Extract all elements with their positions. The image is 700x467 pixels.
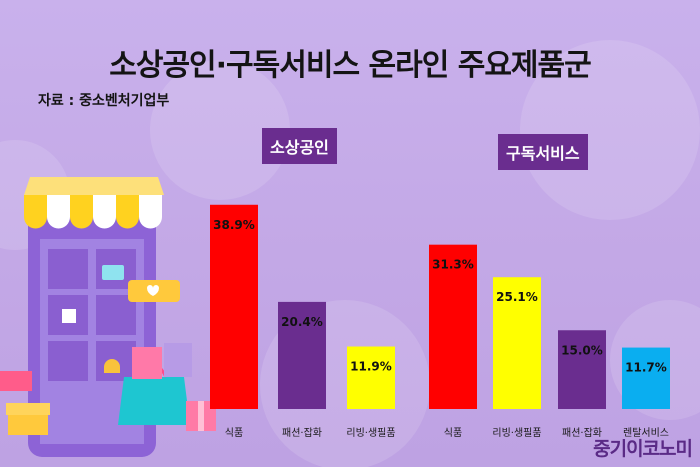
small-business-bar-2 xyxy=(278,301,326,409)
background-bubble xyxy=(520,40,700,220)
small-business-bar-1 xyxy=(210,204,258,409)
chart-title-small-business: 소상공인 xyxy=(262,128,337,164)
subscription-value-label-4: 11.7% xyxy=(625,361,667,375)
shopping-bag-icon xyxy=(118,377,190,425)
subscription-bar-2 xyxy=(493,277,541,409)
small-business-category-label-3: 리빙·생필품 xyxy=(346,427,395,439)
subscription-bar-1 xyxy=(429,244,477,409)
awning-shape xyxy=(24,177,164,229)
chart-title-subscription: 구독서비스 xyxy=(498,134,588,170)
brand-logo: 중기이코노미 xyxy=(593,438,693,460)
heart-icon xyxy=(147,285,159,296)
subscription-category-label-2: 리빙·생필품 xyxy=(492,427,541,439)
subscription-category-label-4: 렌탈서비스 xyxy=(623,426,669,439)
subscription-value-label-3: 15.0% xyxy=(561,343,603,357)
small-business-category-label-1: 식품 xyxy=(225,427,243,439)
page-title: 소상공인·구독서비스 온라인 주요제품군 xyxy=(109,48,592,83)
subscription-category-label-3: 패션·잡화 xyxy=(562,427,602,439)
small-business-value-label-1: 38.9% xyxy=(213,218,255,232)
gift-box-icon xyxy=(8,415,48,435)
small-business-value-label-3: 11.9% xyxy=(350,360,392,374)
small-business-bar-3 xyxy=(347,346,395,409)
small-business-category-label-2: 패션·잡화 xyxy=(282,427,322,439)
subscription-bar-4 xyxy=(622,347,670,409)
source-note: 자료 : 중소벤처기업부 xyxy=(38,93,170,109)
subscription-value-label-2: 25.1% xyxy=(496,290,538,304)
subscription-value-label-1: 31.3% xyxy=(432,258,474,272)
card-icon xyxy=(102,265,124,280)
small-business-value-label-2: 20.4% xyxy=(281,315,323,329)
bell-icon xyxy=(104,359,120,373)
online-shop-illustration xyxy=(0,177,216,457)
subscription-bar-3 xyxy=(558,330,606,409)
subscription-category-label-1: 식품 xyxy=(444,427,462,439)
